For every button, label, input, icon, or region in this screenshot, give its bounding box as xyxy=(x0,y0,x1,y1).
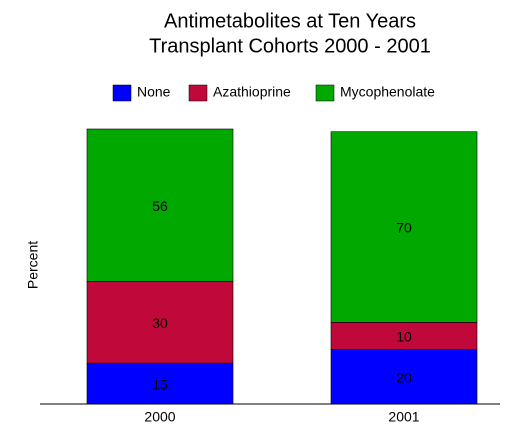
bar-segment xyxy=(330,131,478,323)
value-label: 70 xyxy=(396,220,412,236)
x-tick-label: 2000 xyxy=(144,409,175,425)
value-label: 30 xyxy=(152,315,168,331)
legend-swatch xyxy=(112,84,132,102)
value-label: 15 xyxy=(152,376,168,392)
legend-label: None xyxy=(137,84,171,100)
chart-title: Antimetabolites at Ten Years xyxy=(164,10,416,32)
chart-title: Transplant Cohorts 2000 - 2001 xyxy=(149,35,431,57)
bar-segment xyxy=(86,362,234,405)
legend-swatch xyxy=(315,84,335,102)
legend-swatch xyxy=(188,84,208,102)
value-label: 20 xyxy=(396,369,412,385)
bar-segment xyxy=(86,281,234,364)
bar-segment xyxy=(330,322,478,350)
legend-label: Mycophenolate xyxy=(340,84,435,100)
legend-label: Azathioprine xyxy=(213,84,291,100)
x-tick-label: 2001 xyxy=(388,409,419,425)
y-axis-label: Percent xyxy=(25,241,41,289)
value-label: 56 xyxy=(152,198,168,214)
bar-segment xyxy=(86,128,234,282)
value-label: 10 xyxy=(396,329,412,345)
bar-segment xyxy=(330,349,478,405)
